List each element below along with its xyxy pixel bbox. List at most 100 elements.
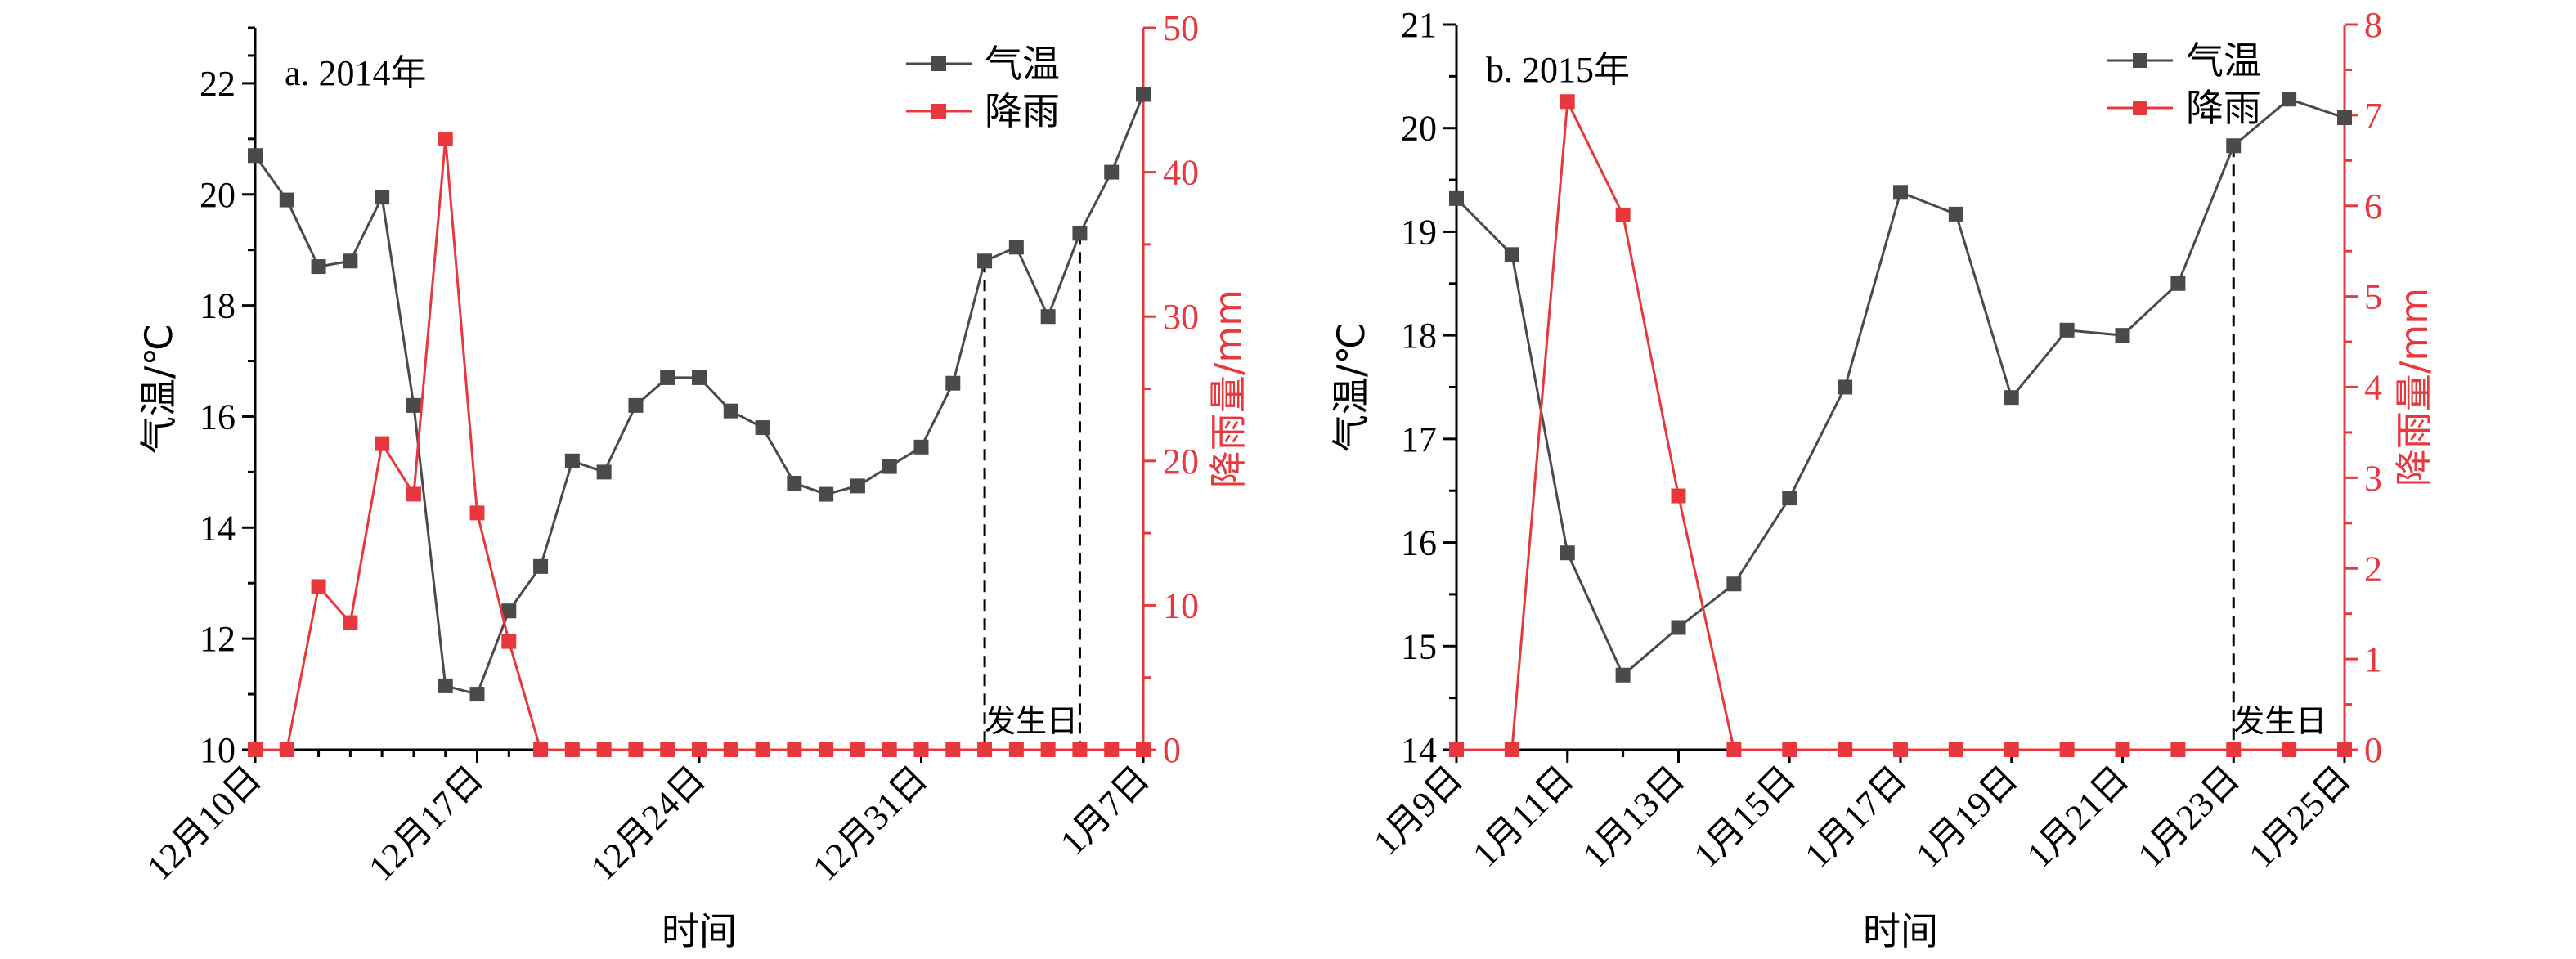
left-y-tick-label: 10 [200,730,236,770]
right-y-axis-label: 降雨量/mm [2392,288,2436,486]
series-point-rainfall [1449,742,1464,757]
left-y-tick-label: 18 [1401,316,1437,356]
right-y-tick-label: 4 [2364,368,2382,408]
series-point-temperature [2004,390,2019,406]
series-point-temperature [692,370,707,385]
series-point-rainfall [406,486,421,502]
series-point-temperature [375,190,390,205]
series-point-temperature [755,420,770,436]
series-point-rainfall [2170,742,2186,757]
series-point-temperature [406,397,421,413]
right-y-tick-label: 3 [2364,458,2382,498]
series-point-rainfall [2282,742,2297,757]
series-point-rainfall [882,742,897,757]
legend-entry: 气温 [985,42,1060,86]
series-point-rainfall [375,436,390,451]
series-point-temperature [2226,138,2242,154]
series-point-rainfall [2226,742,2242,757]
series-point-rainfall [692,742,707,757]
series-point-rainfall [628,742,644,757]
x-axis-label: 时间 [1863,909,1938,953]
series-point-rainfall [1948,742,1963,757]
series-point-temperature [248,148,263,164]
series-point-rainfall [819,742,834,757]
left-y-tick-label: 16 [200,397,236,437]
right-y-tick-label: 10 [1163,585,1199,625]
series-point-rainfall [913,742,929,757]
series-point-temperature [1615,667,1631,683]
event-annotation: 发生日 [985,703,1078,739]
series-point-rainfall [2337,742,2352,757]
series-point-temperature [1449,190,1464,206]
series-point-rainfall [1040,742,1056,757]
left-y-tick-label: 12 [200,619,236,659]
series-point-temperature [1104,164,1120,180]
series-point-temperature [564,453,580,468]
right-y-tick-label: 5 [2364,277,2382,317]
series-point-temperature [533,558,549,574]
x-axis-label: 时间 [662,909,737,953]
series-point-temperature [1136,87,1151,102]
series-point-rainfall [248,742,263,757]
series-point-rainfall [501,634,517,649]
series-point-temperature [1948,206,1963,222]
series-point-temperature [787,475,802,491]
series-point-rainfall [2115,742,2130,757]
series-point-temperature [628,397,644,413]
left-y-tick-label: 17 [1401,419,1437,459]
series-point-temperature [596,464,612,480]
panel-label: b. 2015年 [1486,50,1630,90]
legend-entry: 降雨 [985,89,1060,133]
right-y-tick-label: 20 [1163,441,1199,482]
series-point-temperature [501,603,517,619]
series-point-temperature [913,439,929,455]
series-point-temperature [2282,92,2297,107]
series-point-rainfall [1008,742,1024,757]
legend-entry: 气温 [2186,38,2261,83]
series-point-temperature [279,192,294,208]
left-y-tick-label: 19 [1401,212,1437,252]
series-point-rainfall [2004,742,2019,757]
event-annotation: 发生日 [2233,703,2327,739]
series-point-temperature [2337,110,2352,126]
series-point-rainfall [1136,742,1151,757]
right-y-tick-label: 7 [2364,96,2382,136]
series-point-temperature [1072,226,1088,241]
series-point-temperature [660,370,675,385]
series-point-rainfall [1104,742,1120,757]
legend-marker [2133,101,2147,115]
series-point-rainfall [1671,488,1686,504]
series-point-temperature [1008,240,1024,255]
right-y-tick-label: 1 [2364,639,2382,679]
series-point-rainfall [564,742,580,757]
left-y-tick-label: 15 [1401,626,1437,666]
series-point-temperature [438,678,453,693]
series-point-rainfall [1615,207,1631,222]
series-point-rainfall [660,742,675,757]
right-y-tick-label: 2 [2364,549,2382,589]
legend-marker [931,104,946,119]
left-y-tick-label: 18 [200,286,236,326]
left-y-tick-label: 20 [200,175,236,215]
series-point-rainfall [596,742,612,757]
left-y-axis-label: 气温/℃ [1329,322,1373,452]
series-point-rainfall [787,742,802,757]
right-y-tick-label: 0 [1163,730,1181,770]
series-point-rainfall [1893,742,1908,757]
series-point-temperature [723,403,738,419]
series-point-rainfall [1560,94,1575,110]
series-point-rainfall [945,742,961,757]
series-point-rainfall [2059,742,2075,757]
series-point-temperature [1782,491,1797,506]
series-point-temperature [343,253,358,269]
left-y-tick-label: 20 [1401,109,1437,149]
series-point-rainfall [438,131,453,146]
series-point-rainfall [1504,742,1519,757]
right-y-tick-label: 50 [1163,8,1199,48]
series-point-temperature [311,259,326,275]
series-point-rainfall [469,505,485,521]
right-y-tick-label: 30 [1163,297,1199,337]
series-point-temperature [2115,328,2130,343]
right-y-tick-label: 6 [2364,186,2382,226]
left-y-tick-label: 14 [1401,730,1437,770]
